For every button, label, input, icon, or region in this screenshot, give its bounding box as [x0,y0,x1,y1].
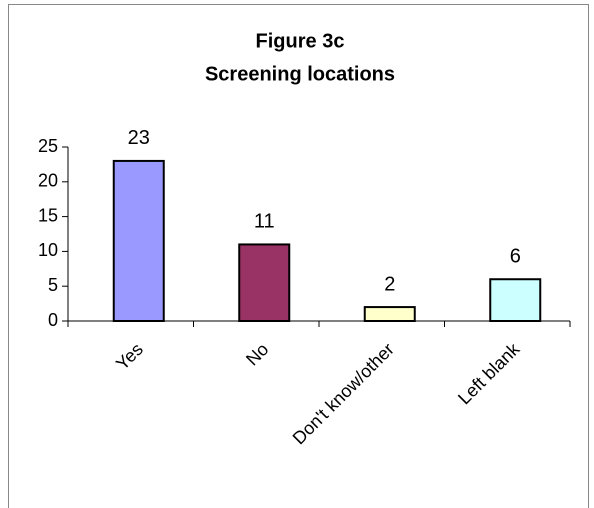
data-label: 6 [510,246,521,268]
y-tick-label: 0 [48,310,58,330]
data-label: 2 [384,273,395,295]
y-tick-label: 20 [38,171,58,191]
bar [238,243,291,322]
bar [363,306,416,322]
bar [112,159,165,322]
y-tick-label: 25 [38,136,58,156]
chart-frame [8,4,589,508]
y-tick-label: 5 [48,275,58,295]
chart-subtitle: Screening locations [205,63,395,85]
data-label: 23 [128,127,150,149]
y-tick-label: 15 [38,205,58,225]
chart-title: Figure 3c [256,30,345,52]
data-label: 11 [254,211,275,233]
y-tick-label: 10 [38,240,58,260]
bar [489,278,542,322]
